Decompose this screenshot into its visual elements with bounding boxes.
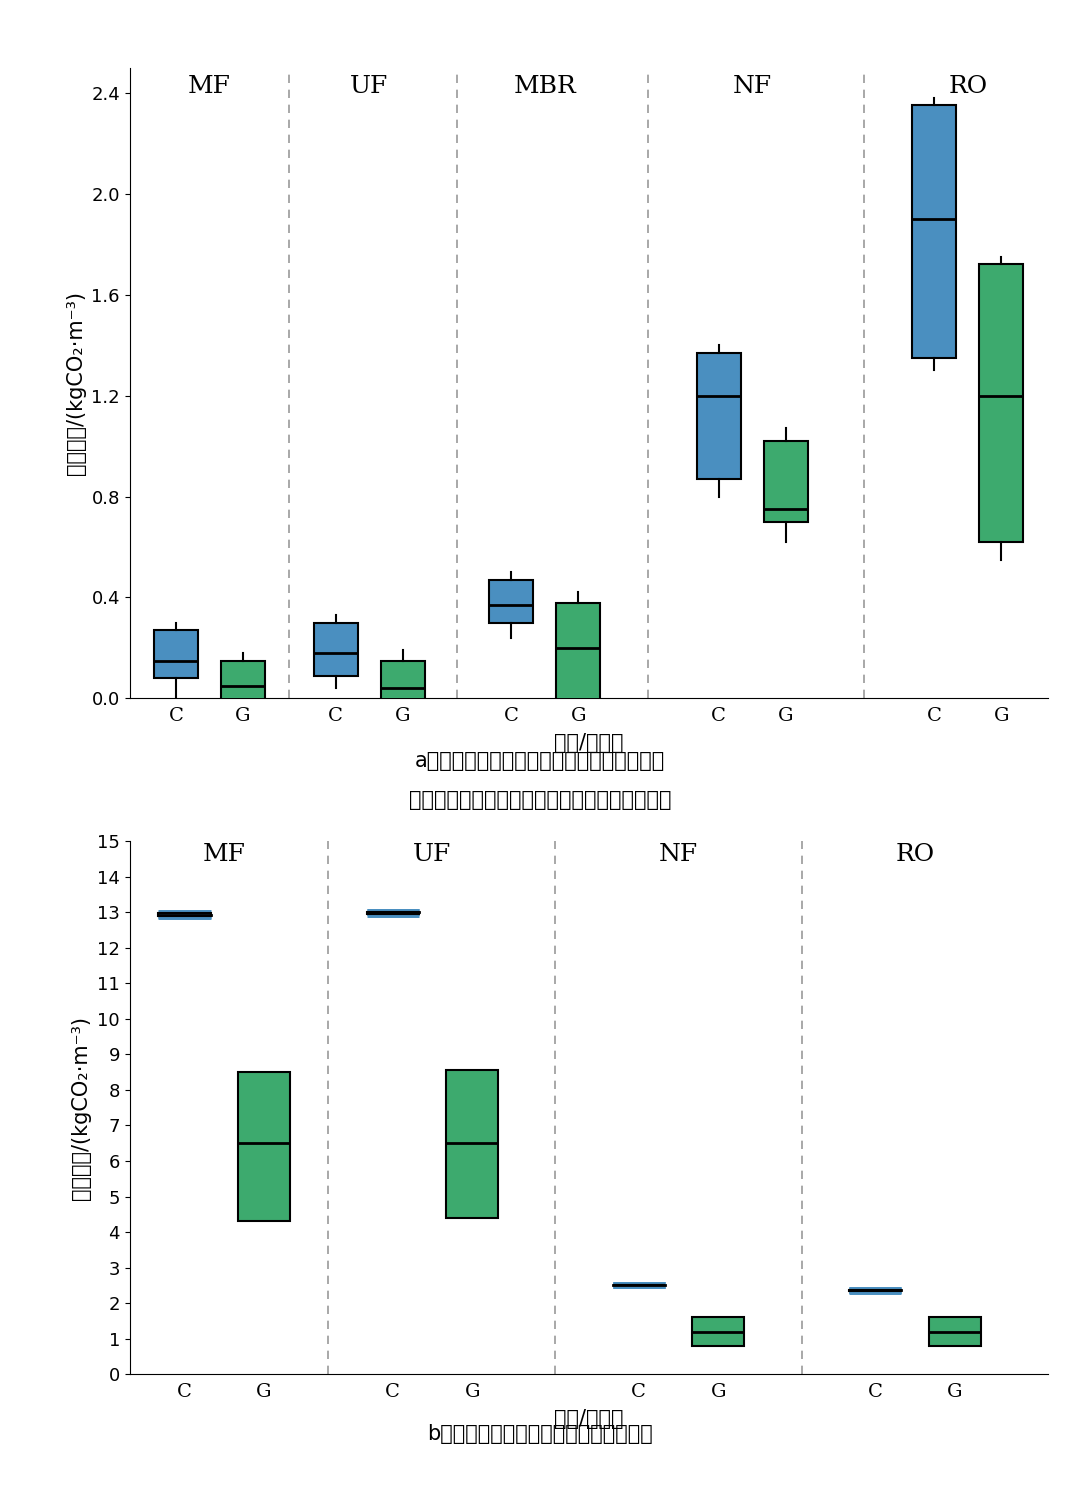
Bar	[980, 264, 1023, 542]
Bar	[692, 1317, 744, 1346]
Text: NF: NF	[732, 75, 772, 98]
Bar	[446, 1071, 498, 1218]
Bar	[489, 580, 534, 623]
Text: NF: NF	[659, 843, 698, 867]
Text: MF: MF	[188, 75, 231, 98]
Bar	[697, 353, 741, 479]
Text: a实施节能降耗、资源能源回收、再生水利用: a实施节能降耗、资源能源回收、再生水利用	[415, 751, 665, 771]
Bar	[238, 1072, 291, 1221]
Bar	[380, 661, 424, 706]
Text: UF: UF	[414, 843, 451, 867]
Bar	[764, 442, 808, 521]
Y-axis label: 碳排放量/(kgCO₂·m⁻³): 碳排放量/(kgCO₂·m⁻³)	[66, 291, 85, 475]
Text: MBR: MBR	[513, 75, 576, 98]
Text: UF: UF	[350, 75, 388, 98]
Text: RO: RO	[895, 843, 934, 867]
Bar	[913, 105, 956, 357]
Y-axis label: 碳排放量/(kgCO₂·m⁻³): 碳排放量/(kgCO₂·m⁻³)	[71, 1015, 92, 1200]
Bar	[154, 631, 198, 679]
Bar	[221, 661, 265, 703]
X-axis label: 技术/膜材料: 技术/膜材料	[554, 733, 623, 753]
Bar	[929, 1317, 981, 1346]
Text: MF: MF	[203, 843, 245, 867]
Bar	[313, 623, 357, 676]
Text: b新膜与废弃再生膜材料的碳排放量对比: b新膜与废弃再生膜材料的碳排放量对比	[427, 1424, 653, 1443]
Bar	[556, 602, 600, 703]
Text: 和智慧化运维等低碳化措施前后的碳排放量对比: 和智慧化运维等低碳化措施前后的碳排放量对比	[408, 790, 672, 810]
X-axis label: 技术/膜材料: 技术/膜材料	[554, 1409, 623, 1428]
Text: RO: RO	[948, 75, 987, 98]
